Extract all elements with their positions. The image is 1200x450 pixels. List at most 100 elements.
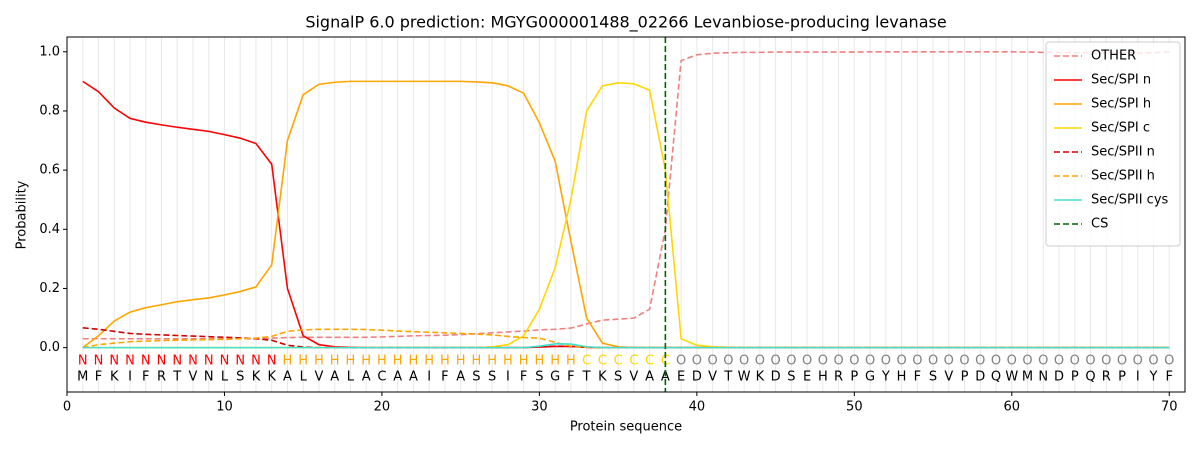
region-label: N — [141, 354, 151, 369]
residue-label: C — [377, 370, 386, 385]
region-label: O — [991, 354, 1001, 369]
residue-label: S — [787, 370, 795, 385]
residue-label: I — [427, 370, 431, 385]
region-label: H — [440, 354, 450, 369]
residue-label: A — [456, 370, 465, 385]
residue-label: K — [252, 370, 261, 385]
residue-label: V — [314, 370, 323, 385]
residue-label: T — [582, 370, 591, 385]
plot-frame — [66, 36, 1186, 393]
region-label: H — [472, 354, 482, 369]
y-axis-label: Probability — [15, 180, 30, 249]
region-label: O — [1101, 354, 1111, 369]
region-label: N — [109, 354, 119, 369]
region-label: O — [1007, 354, 1017, 369]
residue-label: A — [645, 370, 654, 385]
region-label: O — [676, 354, 686, 369]
legend-label: CS — [1091, 217, 1108, 232]
residue-label: D — [692, 370, 702, 385]
residue-label: P — [1118, 370, 1126, 385]
y-tick-label: 0.4 — [39, 222, 60, 237]
residue-label: G — [550, 370, 560, 385]
region-label: C — [645, 354, 654, 369]
region-label: O — [865, 354, 875, 369]
residue-label: Y — [1149, 370, 1158, 385]
region-label: O — [723, 354, 733, 369]
residue-label: R — [157, 370, 166, 385]
region-label: H — [377, 354, 387, 369]
residue-label: P — [850, 370, 858, 385]
legend-label: OTHER — [1091, 49, 1136, 64]
legend: OTHER Sec/SPI n Sec/SPI h Sec/SPI c Sec/SPII… — [1045, 41, 1181, 247]
region-label: O — [707, 354, 717, 369]
residue-label: T — [723, 370, 732, 385]
residue-label: V — [189, 370, 198, 385]
residue-label: Y — [881, 370, 890, 385]
residue-label: A — [409, 370, 418, 385]
residue-label: H — [897, 370, 907, 385]
region-label: O — [802, 354, 812, 369]
region-label: O — [1164, 354, 1174, 369]
region-label: N — [78, 354, 88, 369]
region-label: H — [456, 354, 466, 369]
residue-label: F — [520, 370, 527, 385]
x-tick-label: 40 — [689, 400, 706, 415]
residue-label: G — [865, 370, 875, 385]
residue-label: A — [661, 370, 670, 385]
region-label: H — [409, 354, 419, 369]
region-label: H — [330, 354, 340, 369]
region-label: O — [975, 354, 985, 369]
region-label: H — [487, 354, 497, 369]
region-label: C — [614, 354, 623, 369]
residue-label: L — [347, 370, 355, 385]
y-tick-label: 1.0 — [39, 44, 60, 59]
residue-label: A — [330, 370, 339, 385]
residue-label: F — [914, 370, 921, 385]
residue-label: L — [300, 370, 308, 385]
region-label: H — [503, 354, 513, 369]
residue-label: H — [818, 370, 828, 385]
residue-label: Q — [1085, 370, 1095, 385]
residue-label: K — [598, 370, 607, 385]
region-label: O — [818, 354, 828, 369]
chart-title: SignalP 6.0 prediction: MGYG000001488_02… — [305, 13, 946, 33]
legend-label: Sec/SPII h — [1091, 169, 1155, 184]
x-tick-label: 0 — [63, 400, 71, 415]
x-tick-label: 10 — [216, 400, 233, 415]
series-line — [82, 342, 1170, 349]
residue-label: K — [110, 370, 119, 385]
residue-label: V — [944, 370, 953, 385]
legend-label: Sec/SPI h — [1091, 97, 1151, 112]
region-label: O — [881, 354, 891, 369]
region-label: O — [1038, 354, 1048, 369]
residue-label: V — [708, 370, 717, 385]
region-label: N — [251, 354, 261, 369]
residue-label: S — [614, 370, 622, 385]
region-label: N — [125, 354, 135, 369]
region-label: H — [535, 354, 545, 369]
region-label: O — [944, 354, 954, 369]
residue-label: D — [771, 370, 781, 385]
region-label: H — [550, 354, 560, 369]
residue-label: W — [1005, 370, 1018, 385]
region-label: O — [1117, 354, 1127, 369]
residue-label: K — [756, 370, 765, 385]
region-label: C — [598, 354, 607, 369]
region-label: O — [786, 354, 796, 369]
y-tick-label: 0.6 — [39, 163, 60, 178]
region-label: H — [283, 354, 293, 369]
region-label: H — [361, 354, 371, 369]
residue-label: F — [441, 370, 448, 385]
x-tick-label: 20 — [374, 400, 391, 415]
residue-label: K — [267, 370, 276, 385]
residue-label: D — [975, 370, 985, 385]
region-label: H — [298, 354, 308, 369]
region-label: H — [519, 354, 529, 369]
region-label: O — [928, 354, 938, 369]
residue-label: N — [204, 370, 214, 385]
residue-label: M — [1022, 370, 1033, 385]
residue-label: A — [393, 370, 402, 385]
residue-label: I — [128, 370, 132, 385]
